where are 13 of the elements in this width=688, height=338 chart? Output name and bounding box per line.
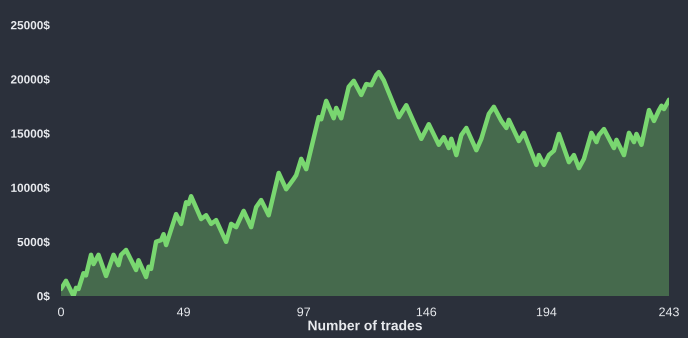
- x-tick-label: 97: [297, 307, 310, 316]
- x-tick-label: 194: [536, 307, 556, 316]
- x-tick-label: 49: [176, 307, 190, 316]
- y-tick-label: 0$: [37, 292, 50, 302]
- y-tick-label: 10000$: [11, 183, 50, 193]
- y-tick-label: 25000$: [10, 20, 50, 30]
- x-tick-label: 146: [416, 307, 436, 316]
- y-tick-label: 20000$: [10, 74, 50, 84]
- y-tick-label: 5000$: [17, 237, 50, 247]
- x-axis-title: Number of trades: [308, 320, 422, 330]
- x-tick-label: 0: [58, 307, 64, 316]
- x-tick-label: 243: [659, 307, 679, 316]
- y-tick-label: 15000$: [11, 128, 50, 139]
